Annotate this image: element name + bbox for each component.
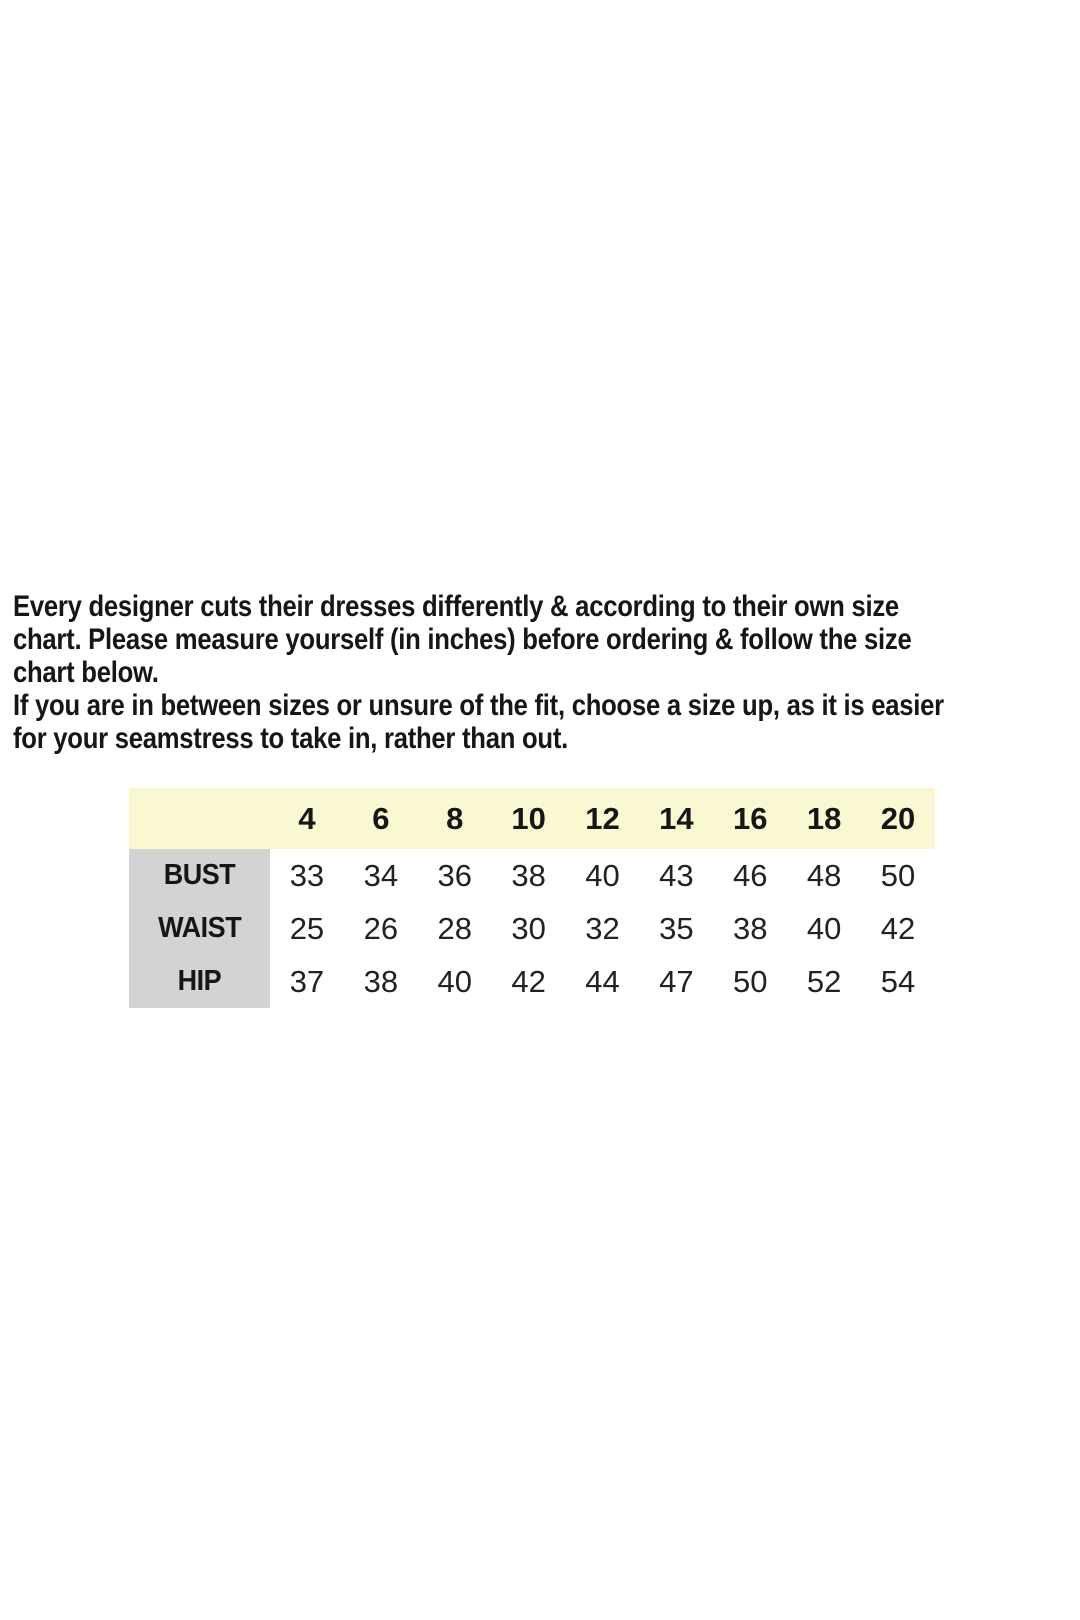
size-value: 42 [880,910,916,946]
intro-line: chart. Please measure yourself (in inche… [13,623,912,656]
intro-line: If you are in between sizes or unsure of… [13,689,944,722]
row-label: BUST [129,849,270,902]
size-value: 38 [511,857,546,893]
size-value: 35 [659,910,694,946]
size-value: 40 [585,857,620,893]
size-value: 38 [733,910,768,946]
size-value: 37 [289,963,325,999]
table-row: WAIST 25 26 28 30 32 35 38 40 42 [129,902,935,955]
size-value: 47 [659,963,694,999]
intro-line: chart below. [13,656,159,689]
size-column-header: 6 [372,800,390,836]
size-value: 38 [363,963,399,999]
size-value: 40 [806,910,842,946]
size-value: 26 [363,910,399,946]
size-column-header: 12 [585,800,620,836]
size-value: 34 [363,857,399,893]
size-column-header: 8 [446,800,464,836]
table-row: BUST 33 34 36 38 40 43 46 48 50 [129,849,935,902]
intro-line: for your seamstress to take in, rather t… [13,722,568,755]
size-value: 42 [511,963,546,999]
size-value: 44 [585,963,620,999]
size-column-header: 16 [733,800,768,836]
size-chart-header-row: 4 6 8 10 12 14 16 18 20 [129,788,935,849]
size-chart-body: BUST 33 34 36 38 40 43 46 48 50 WAIST 25 26 28 30 32 35 3… [129,849,935,1008]
size-value: 50 [880,857,916,893]
size-value: 43 [659,857,694,893]
size-value: 25 [289,910,325,946]
size-value: 52 [806,963,842,999]
table-row: HIP 37 38 40 42 44 47 50 52 54 [129,955,935,1008]
row-label: WAIST [129,902,270,955]
size-value: 33 [289,857,325,893]
intro-text: Every designer cuts their dresses differ… [13,590,1073,755]
size-value: 40 [437,963,472,999]
intro-line: Every designer cuts their dresses differ… [13,590,899,623]
row-label: HIP [129,955,270,1008]
size-column-header: 18 [806,800,842,836]
size-column-header: 20 [880,800,916,836]
size-value: 36 [437,857,472,893]
size-value: 46 [733,857,768,893]
size-value: 54 [880,963,916,999]
size-value: 48 [806,857,842,893]
size-value: 32 [585,910,620,946]
size-column-header: 4 [298,800,316,836]
size-value: 30 [511,910,546,946]
size-column-header: 14 [659,800,694,836]
size-value: 28 [437,910,472,946]
size-value: 50 [733,963,768,999]
corner-cell [129,788,270,849]
size-column-header: 10 [511,800,546,836]
size-chart-table: 4 6 8 10 12 14 16 18 20 BUST 33 34 36 38 40 43 46 48 50 WA… [129,788,935,1008]
